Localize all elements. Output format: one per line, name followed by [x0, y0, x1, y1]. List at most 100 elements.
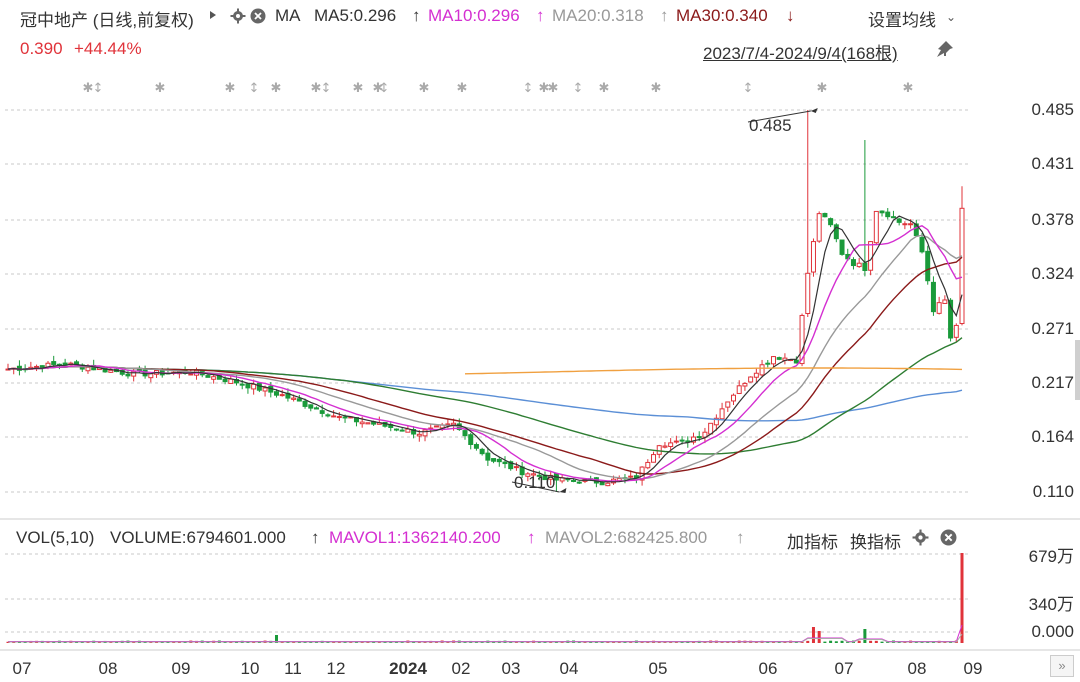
candle-body: [331, 415, 337, 418]
candle-body: [599, 481, 605, 486]
volume-bar: [274, 635, 278, 643]
candle-body: [422, 429, 428, 437]
candle-body: [433, 425, 439, 428]
mavol1-up-arrow-icon: ↑: [527, 528, 536, 547]
candle-body: [822, 212, 828, 218]
mavol1-value: MAVOL1:1362140.200: [329, 528, 501, 547]
chevron-down-icon[interactable]: ⌄: [946, 10, 957, 24]
candle-body: [679, 439, 685, 442]
date-range[interactable]: 2023/7/4-2024/9/4(168根): [703, 44, 898, 63]
event-marker-icon: ✱: [353, 81, 364, 96]
volume-bar: [857, 640, 861, 643]
add-indicator-button[interactable]: 加指标: [787, 533, 838, 552]
y-tick-label: 0.164: [1031, 427, 1074, 446]
price-change: +44.44%: [74, 39, 142, 58]
candle-body: [279, 394, 285, 397]
event-marker-icon: ↕: [743, 81, 754, 96]
candle-body: [930, 281, 936, 313]
candle-body: [862, 262, 868, 272]
volume-bar: [863, 629, 867, 643]
event-marker-icon: ↕: [523, 81, 534, 96]
event-marker-icon: ✱: [599, 81, 610, 96]
candle-body: [810, 241, 816, 273]
max-price-annotation: 0.485: [749, 116, 792, 135]
event-marker-icon: ✱: [548, 81, 559, 96]
candle-body: [513, 466, 519, 469]
candle-body: [393, 428, 399, 431]
close-circle-icon[interactable]: [250, 8, 266, 29]
candle-body: [479, 448, 485, 455]
scroll-right-icon[interactable]: »: [1050, 655, 1074, 677]
ma250-line: [464, 367, 963, 375]
candle-body: [691, 436, 697, 443]
vol-tick-zero: 0.000: [1031, 622, 1074, 641]
ma-label: MA: [275, 6, 301, 25]
candle-body: [879, 210, 885, 214]
candle-body: [942, 299, 948, 304]
candle-body: [868, 241, 874, 271]
x-tick-label: 05: [648, 659, 668, 678]
candle-body: [959, 207, 965, 325]
candle-body: [325, 414, 331, 417]
indicator-close-icon[interactable]: [940, 529, 957, 551]
candle-body: [399, 429, 405, 432]
mavol2-line: [8, 633, 963, 643]
ma10-value: MA10:0.296: [428, 6, 520, 25]
candle-body: [696, 436, 702, 439]
switch-indicator-button[interactable]: 换指标: [850, 533, 901, 552]
candle-body: [902, 223, 908, 226]
event-marker-icon: ✱: [271, 81, 282, 96]
event-marker-icon: ✱: [651, 81, 662, 96]
candle-body: [336, 416, 342, 419]
candle-body: [742, 382, 748, 387]
candle-body: [508, 461, 514, 470]
pin-icon[interactable]: [935, 40, 955, 63]
candle-body: [211, 376, 217, 380]
candle-body: [816, 213, 822, 242]
candle-body: [262, 387, 268, 392]
gear-icon[interactable]: [230, 8, 246, 29]
vol-tick-mid: 340万: [1028, 595, 1074, 614]
current-price: 0.390: [20, 39, 63, 58]
candle-body: [491, 458, 497, 462]
candle-body: [748, 376, 754, 383]
x-tick-label: 10: [240, 659, 260, 678]
ma-settings-button[interactable]: 设置均线: [868, 11, 936, 30]
x-tick-label: 07: [834, 659, 854, 678]
candle-body: [245, 383, 251, 389]
candle-body: [525, 473, 531, 477]
candle-body: [896, 218, 902, 223]
x-tick-label: 08: [907, 659, 927, 678]
candle-body: [273, 391, 279, 396]
event-marker-icon: ↕: [249, 81, 260, 96]
candle-body: [473, 444, 479, 449]
event-marker-icon: ✱: [419, 81, 430, 96]
play-triangle-icon[interactable]: [210, 11, 216, 19]
candle-body: [502, 461, 508, 465]
max-arrow-head: [810, 108, 818, 113]
candle-body: [645, 461, 651, 469]
candle-body: [873, 210, 879, 244]
candle-body: [131, 370, 137, 377]
ma30-value: MA30:0.340: [676, 6, 768, 25]
volume-bar: [806, 640, 810, 643]
candle-body: [850, 259, 856, 267]
candle-body: [205, 375, 211, 378]
y-tick-label: 0.324: [1031, 264, 1074, 283]
indicator-gear-icon[interactable]: [912, 529, 929, 551]
candle-body: [411, 429, 417, 435]
volume-bar: [840, 640, 844, 643]
vol-tick-max: 679万: [1028, 547, 1074, 566]
ma60-line: [7, 337, 963, 455]
candle-body: [793, 359, 799, 364]
candle-body: [839, 239, 845, 255]
volume-bar: [823, 641, 827, 643]
y-tick-label: 0.485: [1031, 100, 1074, 119]
candle-body: [730, 394, 736, 402]
candle-body: [919, 237, 925, 253]
event-marker-icon: ✱: [373, 81, 384, 96]
volume-bar: [817, 631, 821, 643]
max-arrow-line: [747, 110, 811, 123]
ma30-line: [7, 256, 963, 475]
